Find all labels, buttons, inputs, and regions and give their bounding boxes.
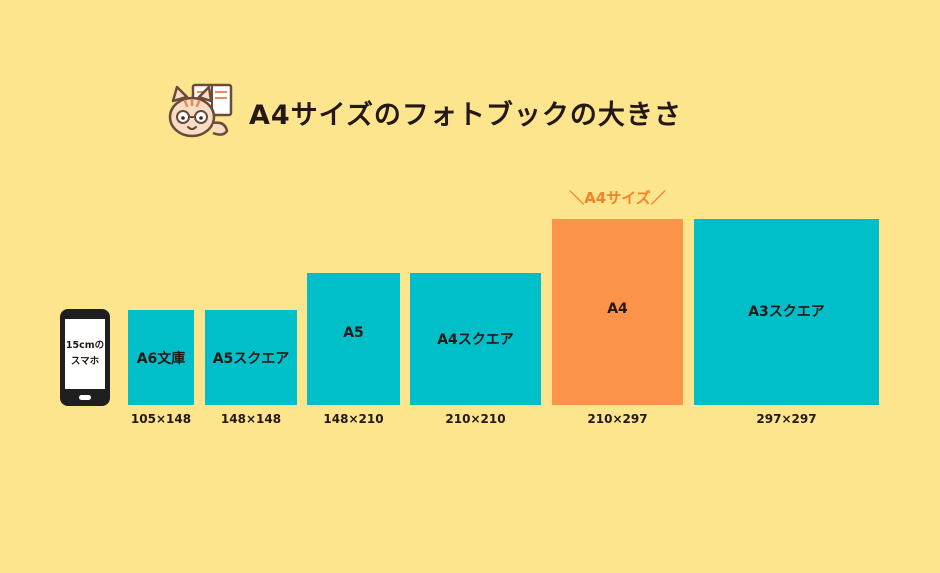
size-dims: 105×148 <box>130 412 192 426</box>
a4-callout: ＼A4サイズ／ <box>569 189 666 207</box>
size-block-a5-square: A5スクエア <box>205 310 297 405</box>
size-block-a4-square: A4スクエア <box>410 273 541 405</box>
page-title: A4サイズのフォトブックの大きさ <box>249 99 682 131</box>
size-block-a5: A5 <box>307 273 400 405</box>
size-block-a6: A6文庫 <box>128 310 194 405</box>
size-dims: 210×297 <box>587 412 648 426</box>
size-label: A4 <box>607 301 628 317</box>
cat-reading-book-icon <box>168 83 233 138</box>
smartphone-screen: 15cmの スマホ <box>65 319 105 389</box>
size-label: A4スクエア <box>437 332 514 348</box>
size-dims: 148×210 <box>323 412 384 426</box>
size-dims: 297×297 <box>756 412 817 426</box>
smartphone-label-line2: スマホ <box>70 356 100 367</box>
size-label: A6文庫 <box>136 350 186 367</box>
size-dims: 148×148 <box>220 412 282 426</box>
size-label: A3スクエア <box>748 304 825 320</box>
home-button-icon <box>79 395 91 400</box>
size-dims: 210×210 <box>445 412 506 426</box>
size-block-a3-square: A3スクエア <box>694 219 879 405</box>
size-label: A5 <box>343 325 364 341</box>
smartphone-icon: 15cmの スマホ <box>60 309 110 406</box>
smartphone-label-line1: 15cmの <box>65 340 105 351</box>
size-block-a4: A4 <box>552 219 683 405</box>
size-label: A5スクエア <box>212 350 290 367</box>
page-header: A4サイズのフォトブックの大きさ <box>165 82 682 142</box>
